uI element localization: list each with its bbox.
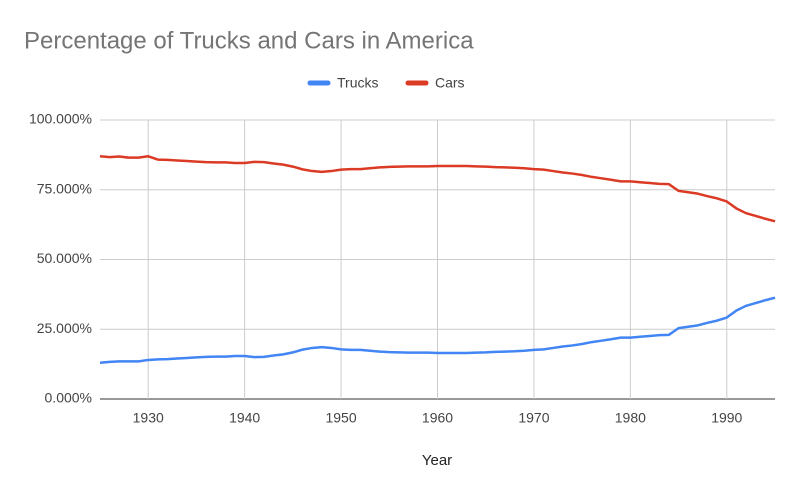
y-tick-label: 25.000% bbox=[37, 320, 92, 336]
chart-title: Percentage of Trucks and Cars in America bbox=[24, 27, 474, 54]
x-axis-label: Year bbox=[422, 452, 452, 469]
x-tick-label: 1990 bbox=[711, 410, 742, 426]
x-tick-label: 1980 bbox=[615, 410, 646, 426]
y-tick-label: 50.000% bbox=[37, 250, 92, 266]
y-tick-label: 100.000% bbox=[29, 111, 92, 127]
y-tick-label: 75.000% bbox=[37, 180, 92, 196]
x-tick-label: 1940 bbox=[229, 410, 260, 426]
legend-label: Trucks bbox=[337, 75, 378, 91]
y-tick-label: 0.000% bbox=[45, 390, 92, 406]
series-line bbox=[99, 155, 776, 223]
legend-label: Cars bbox=[435, 75, 465, 91]
series-line bbox=[99, 296, 776, 364]
x-tick-label: 1950 bbox=[325, 410, 356, 426]
x-tick-label: 1960 bbox=[422, 410, 453, 426]
x-tick-label: 1970 bbox=[518, 410, 549, 426]
x-tick-label: 1930 bbox=[133, 410, 164, 426]
